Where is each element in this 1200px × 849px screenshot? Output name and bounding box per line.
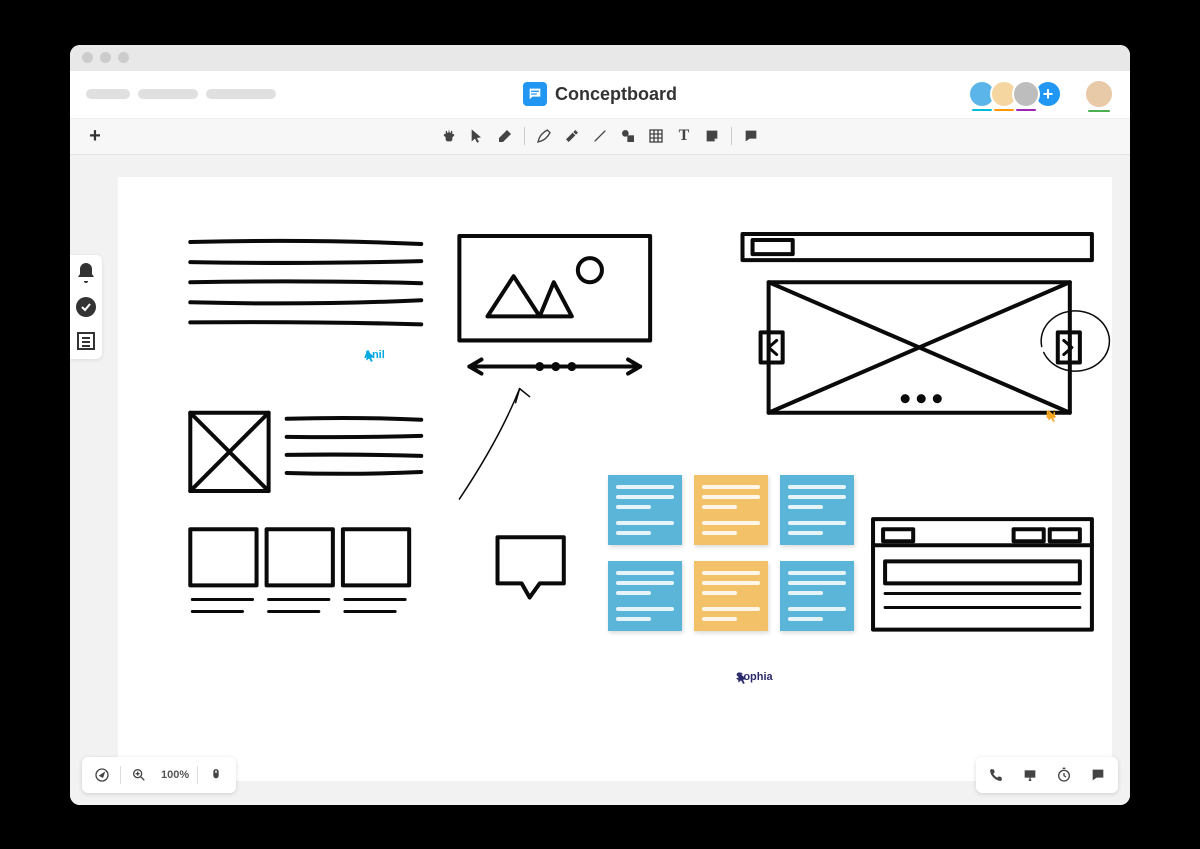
canvas[interactable]: Anil Li Sophia (118, 177, 1112, 781)
footer-mouse[interactable] (202, 761, 230, 789)
collaborator-avatar[interactable] (1012, 80, 1040, 108)
zoom-percent[interactable]: 100% (157, 769, 193, 781)
add-button[interactable]: + (80, 125, 110, 148)
side-tool-bell[interactable] (74, 261, 98, 285)
toolbar-separator (731, 127, 732, 145)
sticky-note[interactable] (608, 561, 682, 631)
footer-phone[interactable] (982, 761, 1010, 789)
sticky-note[interactable] (694, 475, 768, 545)
sticky-note[interactable] (780, 475, 854, 545)
sticky-note[interactable] (608, 475, 682, 545)
app-window: Conceptboard + + T (70, 45, 1130, 805)
brand-logo-icon (523, 82, 547, 106)
footer-timer[interactable] (1050, 761, 1078, 789)
tool-line[interactable] (587, 123, 613, 149)
current-user-avatar[interactable] (1084, 79, 1114, 109)
tool-eraser[interactable] (492, 123, 518, 149)
footer-chat[interactable] (1084, 761, 1112, 789)
tool-comment[interactable] (738, 123, 764, 149)
traffic-zoom[interactable] (118, 52, 129, 63)
tool-pen[interactable] (531, 123, 557, 149)
collaborator-cursor: Li (1046, 409, 1056, 421)
sticky-note[interactable] (780, 561, 854, 631)
breadcrumb-pill[interactable] (138, 89, 198, 99)
toolbar-separator (524, 127, 525, 145)
side-tool-panel (70, 255, 102, 359)
footer-left: 100% (82, 757, 236, 793)
header-right: + (974, 79, 1114, 109)
collaborator-cursor: Sophia (736, 671, 773, 683)
window-titlebar (70, 45, 1130, 71)
tool-pan[interactable] (436, 123, 462, 149)
toolbar-tools: T (436, 123, 764, 149)
tool-text[interactable]: T (671, 123, 697, 149)
brand: Conceptboard (523, 82, 677, 106)
side-tool-check-circle[interactable] (74, 295, 98, 319)
traffic-minimize[interactable] (100, 52, 111, 63)
traffic-close[interactable] (82, 52, 93, 63)
footer-right (976, 757, 1118, 793)
breadcrumb (86, 89, 276, 99)
side-tool-list[interactable] (74, 329, 98, 353)
sticky-note[interactable] (694, 561, 768, 631)
tool-note[interactable] (699, 123, 725, 149)
footer-separator (197, 766, 198, 784)
presence-stack: + (974, 80, 1062, 108)
footer-compass[interactable] (88, 761, 116, 789)
tool-shape[interactable] (615, 123, 641, 149)
header: Conceptboard + (70, 71, 1130, 119)
toolbar: + T (70, 119, 1130, 155)
collaborator-cursor: Anil (364, 349, 385, 361)
tool-table[interactable] (643, 123, 669, 149)
workspace[interactable]: Anil Li Sophia 100% (70, 155, 1130, 805)
footer-present[interactable] (1016, 761, 1044, 789)
breadcrumb-pill[interactable] (86, 89, 130, 99)
footer-separator (120, 766, 121, 784)
tool-select[interactable] (464, 123, 490, 149)
brand-name: Conceptboard (555, 84, 677, 105)
breadcrumb-pill[interactable] (206, 89, 276, 99)
footer-zoom-in[interactable] (125, 761, 153, 789)
tool-highlighter[interactable] (559, 123, 585, 149)
